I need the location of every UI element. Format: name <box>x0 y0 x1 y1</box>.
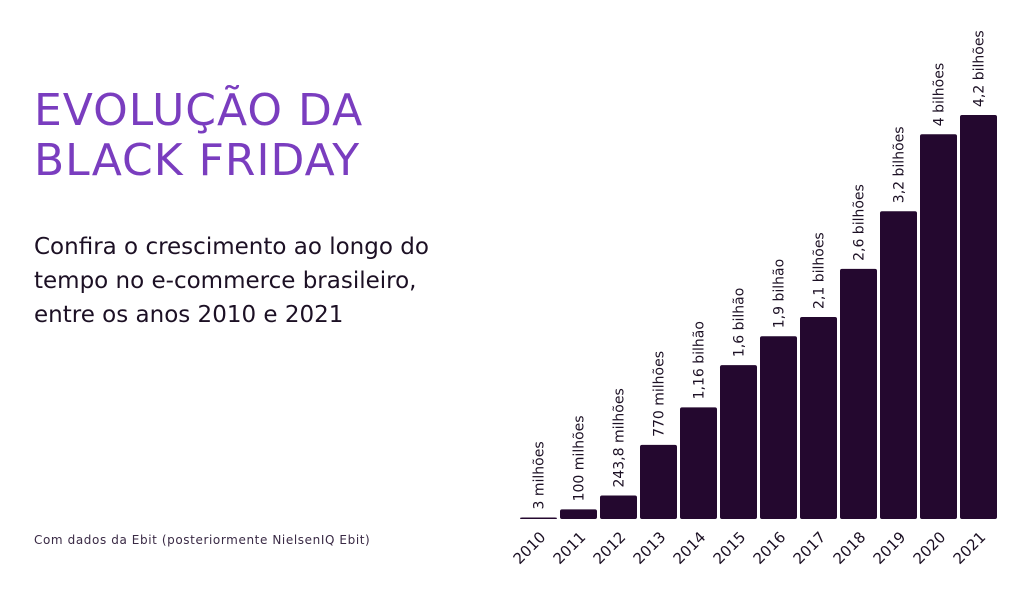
bar-value-label: 2,1 bilhões <box>812 232 828 309</box>
bar-value-label: 100 milhões <box>572 415 588 501</box>
bar-2017 <box>800 317 837 519</box>
bar-value-label: 1,6 bilhão <box>732 288 748 357</box>
bar-2020 <box>920 134 957 519</box>
bar-2012 <box>600 495 637 519</box>
bar-2010 <box>520 517 557 519</box>
x-tick-label: 2011 <box>550 528 590 568</box>
x-tick-label: 2018 <box>830 528 870 568</box>
x-tick-label: 2010 <box>510 528 550 568</box>
x-tick-label: 2016 <box>750 528 790 568</box>
subtitle-line-1: Confira o crescimento ao longo do <box>34 234 429 260</box>
x-tick-label: 2015 <box>710 528 750 568</box>
bar-value-label: 1,9 bilhão <box>772 259 788 328</box>
bar-value-label: 4 bilhões <box>932 63 948 126</box>
bar-2021 <box>960 115 997 519</box>
x-tick-label: 2012 <box>590 528 630 568</box>
bar-value-label: 1,16 bilhão <box>692 321 708 399</box>
subtitle: Confira o crescimento ao longo do tempo … <box>34 230 514 332</box>
bar-value-label: 3,2 bilhões <box>892 126 908 203</box>
bar-value-label: 3 milhões <box>532 441 548 509</box>
bar-value-label: 243,8 milhões <box>612 388 628 487</box>
bar-2016 <box>760 336 797 519</box>
bar-2011 <box>560 509 597 519</box>
title-line-2: BLACK FRIDAY <box>34 135 361 186</box>
bar-2015 <box>720 365 757 519</box>
bar-2018 <box>840 268 877 519</box>
source-note: Com dados da Ebit (posteriormente Nielse… <box>34 533 371 547</box>
bar-2014 <box>680 407 717 519</box>
bar-value-label: 770 milhões <box>652 351 668 437</box>
x-tick-label: 2014 <box>670 528 710 568</box>
page-title: EVOLUÇÃO DA BLACK FRIDAY <box>34 86 363 186</box>
bar-value-label: 2,6 bilhões <box>852 184 868 261</box>
subtitle-line-2: tempo no e-commerce brasileiro, <box>34 268 417 294</box>
x-tick-label: 2020 <box>910 528 950 568</box>
x-tick-label: 2013 <box>630 528 670 568</box>
bar-2019 <box>880 211 917 519</box>
bar-value-label: 4,2 bilhões <box>972 30 988 107</box>
subtitle-line-3: entre os anos 2010 e 2021 <box>34 302 344 328</box>
x-tick-label: 2019 <box>870 528 910 568</box>
bar-2013 <box>640 444 677 519</box>
title-line-1: EVOLUÇÃO DA <box>34 85 364 136</box>
x-tick-label: 2021 <box>950 528 990 568</box>
x-tick-label: 2017 <box>790 528 830 568</box>
